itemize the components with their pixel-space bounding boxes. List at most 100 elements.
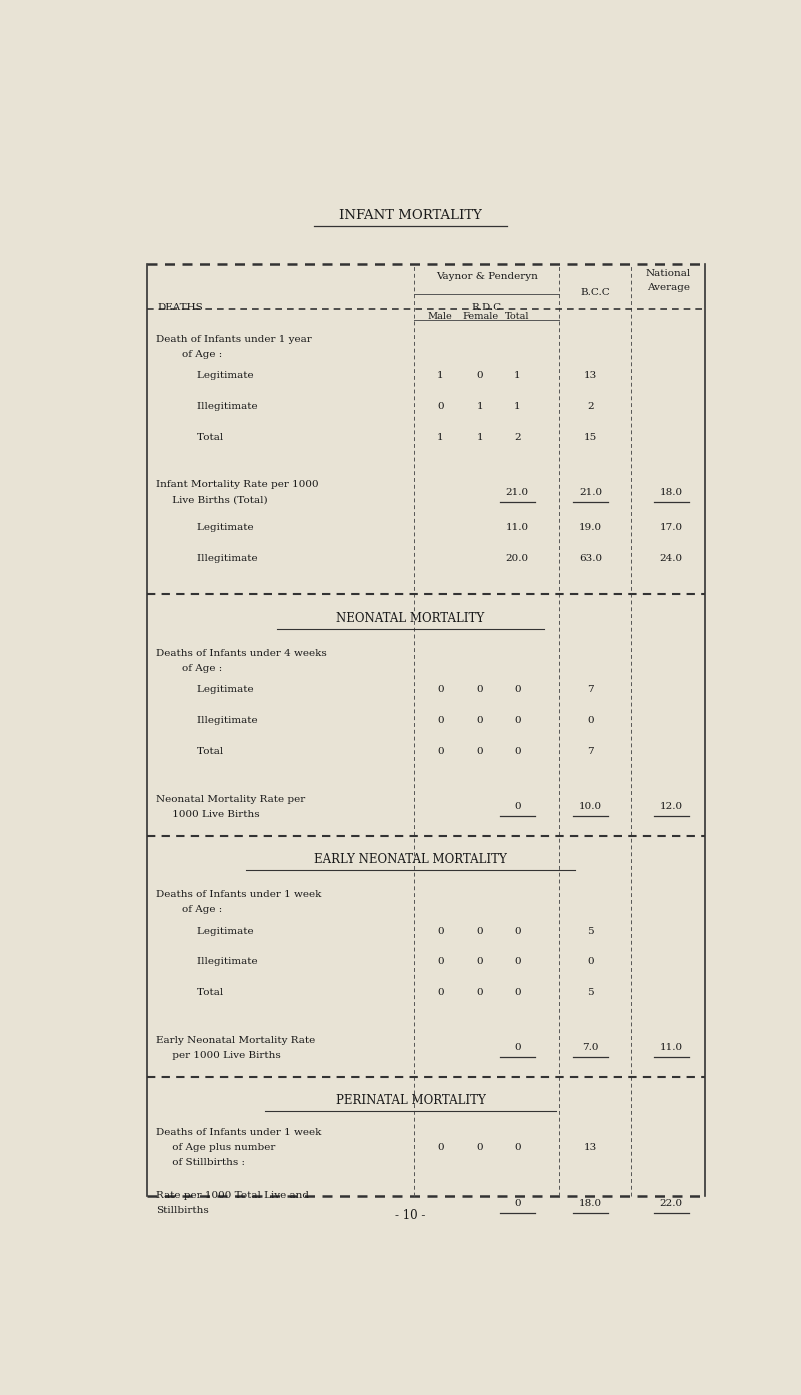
Text: 0: 0 [477, 716, 483, 725]
Text: 21.0: 21.0 [579, 488, 602, 497]
Text: 18.0: 18.0 [579, 1198, 602, 1208]
Text: 0: 0 [477, 957, 483, 967]
Text: 7: 7 [587, 746, 594, 756]
Text: 1: 1 [477, 432, 483, 441]
Text: 13: 13 [584, 371, 598, 381]
Text: Illegitimate: Illegitimate [158, 716, 257, 725]
Text: 0: 0 [514, 1198, 521, 1208]
Text: per 1000 Live Births: per 1000 Live Births [156, 1050, 280, 1060]
Text: 0: 0 [477, 926, 483, 936]
Text: 0: 0 [514, 957, 521, 967]
Text: 10.0: 10.0 [579, 802, 602, 810]
Text: Legitimate: Legitimate [158, 371, 253, 381]
Text: Legitimate: Legitimate [158, 685, 253, 695]
Text: 21.0: 21.0 [505, 488, 529, 497]
Text: 0: 0 [514, 926, 521, 936]
Text: Stillbirths: Stillbirths [156, 1207, 209, 1215]
Text: PERINATAL MORTALITY: PERINATAL MORTALITY [336, 1094, 485, 1106]
Text: 2: 2 [587, 402, 594, 412]
Text: Female: Female [462, 312, 498, 321]
Text: EARLY NEONATAL MORTALITY: EARLY NEONATAL MORTALITY [314, 852, 507, 866]
Text: 2: 2 [514, 432, 521, 441]
Text: Total: Total [505, 312, 529, 321]
Text: Average: Average [646, 283, 690, 292]
Text: 0: 0 [437, 988, 444, 997]
Text: Total: Total [158, 988, 223, 997]
Text: Legitimate: Legitimate [158, 926, 253, 936]
Text: 19.0: 19.0 [579, 523, 602, 533]
Text: 0: 0 [587, 957, 594, 967]
Text: 0: 0 [477, 685, 483, 695]
Text: 11.0: 11.0 [660, 1043, 682, 1052]
Text: Illegitimate: Illegitimate [158, 402, 257, 412]
Text: 17.0: 17.0 [660, 523, 682, 533]
Text: 0: 0 [437, 716, 444, 725]
Text: 0: 0 [587, 716, 594, 725]
Text: Neonatal Mortality Rate per: Neonatal Mortality Rate per [156, 795, 305, 804]
Text: R.D.C: R.D.C [472, 303, 501, 311]
Text: 0: 0 [477, 988, 483, 997]
Text: of Age :: of Age : [156, 664, 222, 672]
Text: Death of Infants under 1 year: Death of Infants under 1 year [156, 335, 312, 343]
Text: Rate per 1000 Total Live and: Rate per 1000 Total Live and [156, 1191, 309, 1201]
Text: 1: 1 [477, 402, 483, 412]
Text: Deaths of Infants under 1 week: Deaths of Infants under 1 week [156, 890, 321, 900]
Text: 0: 0 [437, 746, 444, 756]
Text: B.C.C: B.C.C [580, 287, 610, 297]
Text: Vaynor & Penderyn: Vaynor & Penderyn [436, 272, 537, 282]
Text: of Age :: of Age : [156, 905, 222, 914]
Text: of Stillbirths :: of Stillbirths : [156, 1158, 245, 1168]
Text: 0: 0 [437, 685, 444, 695]
Text: 12.0: 12.0 [660, 802, 682, 810]
Text: Male: Male [428, 312, 453, 321]
Text: 0: 0 [477, 1143, 483, 1152]
Text: Live Births (Total): Live Births (Total) [156, 495, 268, 505]
Text: DEATHS: DEATHS [158, 303, 203, 311]
Text: Total: Total [158, 432, 223, 441]
Text: 0: 0 [437, 926, 444, 936]
Text: Deaths of Infants under 1 week: Deaths of Infants under 1 week [156, 1129, 321, 1137]
Text: 7.0: 7.0 [582, 1043, 599, 1052]
Text: 0: 0 [514, 716, 521, 725]
Text: Early Neonatal Mortality Rate: Early Neonatal Mortality Rate [156, 1035, 316, 1045]
Text: Infant Mortality Rate per 1000: Infant Mortality Rate per 1000 [156, 480, 319, 490]
Text: NEONATAL MORTALITY: NEONATAL MORTALITY [336, 611, 485, 625]
Text: Deaths of Infants under 4 weeks: Deaths of Infants under 4 weeks [156, 649, 327, 658]
Text: 0: 0 [514, 988, 521, 997]
Text: 0: 0 [514, 802, 521, 810]
Text: 11.0: 11.0 [505, 523, 529, 533]
Text: 20.0: 20.0 [505, 554, 529, 564]
Text: - 10 -: - 10 - [396, 1209, 425, 1222]
Text: of Age plus number: of Age plus number [156, 1143, 276, 1152]
Text: 5: 5 [587, 988, 594, 997]
Text: 0: 0 [477, 746, 483, 756]
Text: Legitimate: Legitimate [158, 523, 253, 533]
Text: 1: 1 [514, 371, 521, 381]
Text: 0: 0 [514, 685, 521, 695]
Text: 63.0: 63.0 [579, 554, 602, 564]
Text: 1: 1 [437, 371, 444, 381]
Text: Total: Total [158, 746, 223, 756]
Text: of Age :: of Age : [156, 350, 222, 359]
Text: 7: 7 [587, 685, 594, 695]
Text: 13: 13 [584, 1143, 598, 1152]
Text: 18.0: 18.0 [660, 488, 682, 497]
Text: National: National [646, 269, 690, 278]
Text: 0: 0 [477, 371, 483, 381]
Text: 0: 0 [437, 957, 444, 967]
Text: Illegitimate: Illegitimate [158, 957, 257, 967]
Text: 22.0: 22.0 [660, 1198, 682, 1208]
Text: 1: 1 [514, 402, 521, 412]
Text: Illegitimate: Illegitimate [158, 554, 257, 564]
Text: 0: 0 [514, 746, 521, 756]
Text: 0: 0 [437, 402, 444, 412]
Text: 0: 0 [514, 1143, 521, 1152]
Text: 5: 5 [587, 926, 594, 936]
Text: 1: 1 [437, 432, 444, 441]
Text: 24.0: 24.0 [660, 554, 682, 564]
Text: INFANT MORTALITY: INFANT MORTALITY [339, 209, 482, 222]
Text: 0: 0 [437, 1143, 444, 1152]
Text: 1000 Live Births: 1000 Live Births [156, 809, 260, 819]
Text: 0: 0 [514, 1043, 521, 1052]
Text: 15: 15 [584, 432, 598, 441]
